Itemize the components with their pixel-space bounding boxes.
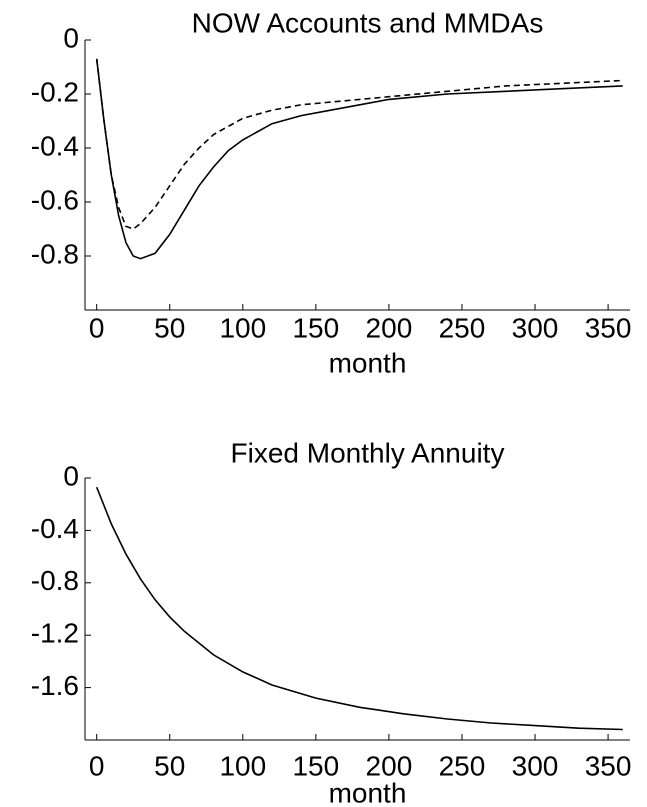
x-tick-label: 50: [154, 750, 185, 781]
x-tick-label: 250: [439, 750, 486, 781]
y-tick-label: -0.6: [31, 184, 79, 215]
x-tick-label: 300: [512, 312, 559, 343]
data-line: [95, 58, 623, 230]
x-tick-label: 350: [585, 312, 632, 343]
data-line: [95, 486, 623, 731]
x-axis-label: month: [329, 347, 407, 378]
x-tick-label: 150: [292, 750, 339, 781]
x-tick-label: 350: [585, 750, 632, 781]
y-tick-label: -1.6: [31, 670, 79, 701]
x-tick-label: 250: [439, 312, 486, 343]
chart-title: NOW Accounts and MMDAs: [192, 7, 544, 38]
x-tick-label: 100: [219, 750, 266, 781]
x-tick-label: 0: [89, 750, 105, 781]
x-tick-label: 50: [154, 312, 185, 343]
y-tick-label: -0.8: [31, 238, 79, 269]
y-tick-label: 0: [63, 460, 79, 491]
x-tick-label: 200: [366, 750, 413, 781]
x-tick-label: 0: [89, 312, 105, 343]
y-tick-label: -1.2: [31, 618, 79, 649]
x-tick-label: 300: [512, 750, 559, 781]
chart-title: Fixed Monthly Annuity: [231, 437, 505, 468]
x-tick-label: 150: [292, 312, 339, 343]
x-axis-label: month: [329, 777, 407, 807]
y-tick-label: -0.4: [31, 130, 79, 161]
x-tick-label: 200: [366, 312, 413, 343]
x-tick-label: 100: [219, 312, 266, 343]
y-tick-label: -0.2: [31, 76, 79, 107]
y-tick-label: -0.8: [31, 565, 79, 596]
y-tick-label: 0: [63, 22, 79, 53]
data-line: [95, 58, 623, 260]
y-tick-label: -0.4: [31, 513, 79, 544]
